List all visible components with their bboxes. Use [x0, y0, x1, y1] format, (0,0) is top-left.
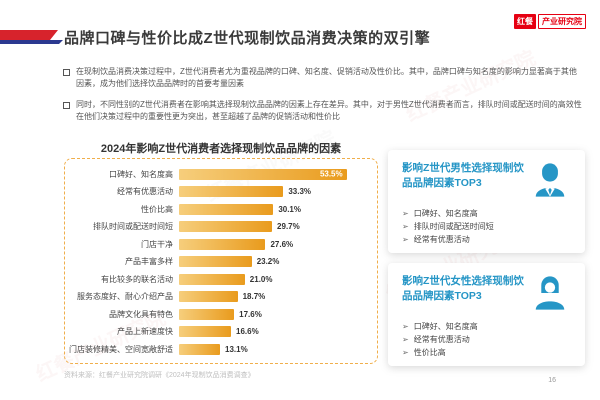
bar-row: 产品上新速度快 16.6%: [69, 324, 367, 340]
panel-item-text: 经常有优惠活动: [413, 335, 470, 344]
bar-value-label: 18.7%: [242, 292, 266, 301]
panel-item: ➢ 经常有优惠活动: [402, 233, 573, 246]
female-user-icon: [535, 276, 565, 310]
panel-title: 影响Z世代男性选择现制饮品品牌因素TOP3: [402, 162, 524, 189]
bar-value-label: 29.7%: [277, 222, 300, 231]
bar-category-label: 口碑好、知名度高: [109, 169, 173, 179]
page-number: 16: [548, 377, 556, 384]
bar-category-label: 经常有优惠活动: [117, 187, 173, 196]
bar-chart: 口碑好、知名度高 53.5% 经常有优惠活动 33.3% 性价比高 30.1% 排队时间或配…: [64, 158, 378, 364]
panel-item: ➢ 口碑好、知名度高: [402, 207, 573, 220]
bar: [179, 238, 266, 250]
bar-row: 排队时间或配送时间短 29.7%: [69, 219, 367, 235]
bar-row: 有比较多的联名活动 21.0%: [69, 271, 367, 287]
bar-category-label: 门店装修精美、空间宽敞舒适: [69, 344, 173, 354]
bar-track: 21.0%: [179, 273, 367, 285]
panel-item: ➢ 性价比高: [402, 346, 573, 359]
panel-item: ➢ 口碑好、知名度高: [402, 320, 573, 333]
panel-items: ➢ 口碑好、知名度高 ➢ 排队时间或配送时间短 ➢ 经常有优惠活动: [402, 207, 573, 246]
bar-value-label: 16.6%: [236, 327, 259, 336]
bar-row: 产品丰富多样 23.2%: [69, 254, 367, 270]
panel-item-text: 性价比高: [413, 348, 446, 357]
bar-track: 27.6%: [179, 238, 367, 250]
bar: [179, 256, 252, 267]
bar-category-label: 服务态度好、耐心介绍产品: [77, 292, 173, 301]
bar: [179, 273, 245, 285]
bar-track: 18.7%: [179, 291, 367, 302]
bar-category-label: 门店干净: [141, 239, 173, 249]
bar-row: 门店装修精美、空间宽敞舒适 13.1%: [69, 341, 367, 357]
bar-track: 16.6%: [179, 326, 367, 337]
bar-category-label: 排队时间或配送时间短: [93, 222, 173, 231]
bar: [179, 308, 235, 320]
summary-bullets: 在现制饮品消费决策过程中，Z世代消费者尤为重视品牌的口碑、知名度、促销活动及性价…: [63, 66, 583, 132]
bar: [179, 291, 238, 302]
arrow-bullet-icon: ➢: [402, 322, 409, 331]
brand-logo-mark: 红餐: [514, 14, 536, 29]
bar-track: 53.5%: [179, 168, 367, 180]
panel-items: ➢ 口碑好、知名度高 ➢ 经常有优惠活动 ➢ 性价比高: [402, 320, 573, 359]
panel-female-top3: 影响Z世代女性选择现制饮品品牌因素TOP3 ➢ 口碑好、知名度高 ➢ 经常有优惠活动 ➢…: [388, 263, 585, 366]
arrow-bullet-icon: ➢: [402, 209, 409, 218]
panel-item-text: 排队时间或配送时间短: [413, 222, 494, 231]
arrow-bullet-icon: ➢: [402, 235, 409, 244]
panel-male-top3: 影响Z世代男性选择现制饮品品牌因素TOP3 ➢ 口碑好、知名度高 ➢ 排队时间或配送时…: [388, 150, 585, 253]
header-ribbon-red: [0, 30, 58, 40]
square-bullet-icon: [63, 102, 70, 109]
bar-value-label: 17.6%: [239, 309, 262, 319]
bar-row: 经常有优惠活动 33.3%: [69, 184, 367, 200]
bar-category-label: 产品上新速度快: [117, 327, 173, 336]
bar-value-label: 13.1%: [225, 344, 248, 354]
bar-category-label: 有比较多的联名活动: [101, 274, 173, 284]
bar-category-label: 性价比高: [141, 204, 173, 214]
chart-title: 2024年影响Z世代消费者选择现制饮品品牌的因素: [100, 143, 342, 155]
bar-track: 17.6%: [179, 308, 367, 320]
bar-track: 29.7%: [179, 221, 367, 232]
bar-row: 性价比高 30.1%: [69, 201, 367, 217]
bar-value-label: 21.0%: [249, 274, 273, 284]
bar-category-label: 品牌文化具有特色: [109, 309, 173, 319]
brand-logo: 红餐 产业研究院: [514, 14, 586, 29]
bar-track: 33.3%: [179, 186, 367, 197]
summary-bullet-text: 在现制饮品消费决策过程中，Z世代消费者尤为重视品牌的口碑、知名度、促销活动及性价…: [76, 67, 577, 88]
bar: [179, 326, 231, 337]
bar-track: 30.1%: [179, 203, 367, 215]
arrow-bullet-icon: ➢: [402, 348, 409, 357]
summary-bullet: 同时，不同性别的Z世代消费者在影响其选择现制饮品品牌的因素上存在差异。其中，对于…: [63, 99, 583, 123]
bar: [179, 186, 284, 197]
panel-title: 影响Z世代女性选择现制饮品品牌因素TOP3: [402, 275, 524, 302]
bar-value-label: 27.6%: [270, 239, 294, 249]
summary-bullet: 在现制饮品消费决策过程中，Z世代消费者尤为重视品牌的口碑、知名度、促销活动及性价…: [63, 66, 583, 90]
panel-item: ➢ 排队时间或配送时间短: [402, 220, 573, 233]
bar: [179, 343, 221, 355]
bar-row: 服务态度好、耐心介绍产品 18.7%: [69, 289, 367, 305]
panel-item-text: 经常有优惠活动: [413, 235, 470, 244]
bar-value-label: 30.1%: [278, 204, 301, 214]
bar-value-label: 23.2%: [256, 257, 280, 266]
male-user-icon: [535, 163, 565, 197]
page-title: 品牌口碑与性价比成Z世代现制饮品消费决策的双引擎: [64, 30, 431, 47]
bar-track: 23.2%: [179, 256, 367, 267]
bar-category-label: 产品丰富多样: [125, 257, 173, 266]
bar-track: 13.1%: [179, 343, 367, 355]
bar: 53.5%: [179, 168, 347, 180]
square-bullet-icon: [63, 69, 70, 76]
bar-value-label: 33.3%: [288, 187, 312, 196]
bar-row: 口碑好、知名度高 53.5%: [69, 166, 367, 182]
source-note: 资料来源：红餐产业研究院调研《2024年现制饮品消费调查》: [64, 372, 255, 379]
panel-item: ➢ 经常有优惠活动: [402, 333, 573, 346]
summary-bullet-text: 同时，不同性别的Z世代消费者在影响其选择现制饮品品牌的因素上存在差异。其中，对于…: [76, 100, 582, 121]
bar-value-label: 53.5%: [319, 169, 343, 179]
bar: [179, 221, 273, 232]
header-ribbon-blue: [0, 40, 63, 44]
panel-item-text: 口碑好、知名度高: [413, 322, 478, 331]
brand-logo-org: 产业研究院: [538, 14, 586, 29]
panel-item-text: 口碑好、知名度高: [413, 209, 478, 218]
arrow-bullet-icon: ➢: [402, 222, 409, 231]
arrow-bullet-icon: ➢: [402, 335, 409, 344]
bar-row: 门店干净 27.6%: [69, 236, 367, 252]
bar: [179, 203, 274, 215]
bar-row: 品牌文化具有特色 17.6%: [69, 306, 367, 322]
